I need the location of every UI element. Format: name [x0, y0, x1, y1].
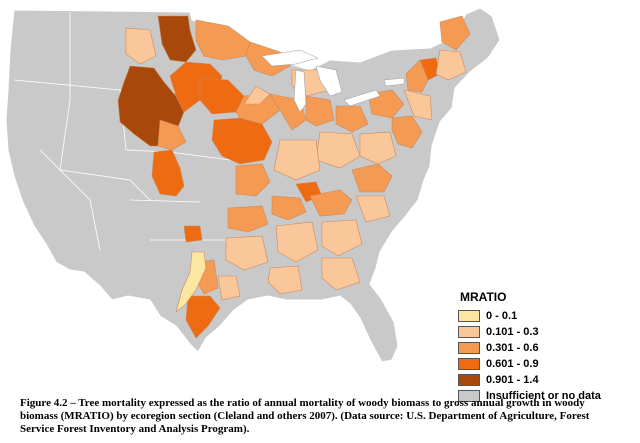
- legend-item: Insufficient or no data: [458, 388, 636, 403]
- section-light: [267, 265, 303, 295]
- section-medium: [227, 205, 269, 233]
- legend-swatch: [458, 325, 480, 338]
- section-light: [359, 131, 397, 165]
- figure-caption: Figure 4.2 – Tree mortality expressed as…: [20, 397, 590, 435]
- legend-swatch: [458, 309, 480, 322]
- section-pale: [175, 251, 207, 313]
- section-light: [275, 221, 319, 263]
- section-medium: [271, 195, 307, 221]
- section-medium: [157, 119, 187, 151]
- legend-swatch: [458, 341, 480, 354]
- lake-erie: [343, 89, 381, 107]
- section-orange: [185, 295, 221, 339]
- section-medium: [195, 19, 251, 61]
- legend-item: 0.901 - 1.4: [458, 372, 636, 387]
- state-line: [39, 149, 101, 251]
- legend-swatch: [458, 357, 480, 370]
- section-medium: [335, 105, 369, 133]
- legend-swatch: [458, 373, 480, 386]
- legend-label: 0 - 0.1: [486, 309, 518, 322]
- legend-label: 0.301 - 0.6: [486, 341, 539, 354]
- section-medium: [405, 59, 429, 93]
- section-light: [435, 49, 467, 81]
- section-orange: [183, 225, 203, 243]
- section-light: [273, 139, 321, 181]
- legend-title: MRATIO: [460, 290, 507, 304]
- section-light: [355, 195, 391, 223]
- section-dark: [157, 15, 197, 63]
- state-line: [59, 169, 151, 201]
- legend-item: 0.601 - 0.9: [458, 356, 636, 371]
- section-light: [403, 89, 433, 121]
- legend-item: 0 - 0.1: [458, 308, 636, 323]
- legend-label: Insufficient or no data: [486, 389, 601, 402]
- lake-michigan: [293, 69, 307, 113]
- section-light: [243, 85, 271, 105]
- legend: MRATIO 0 - 0.1 0.101 - 0.3 0.301 - 0.6 0…: [458, 290, 636, 404]
- ecoregion-map: [5, 7, 501, 363]
- section-orange: [151, 149, 185, 197]
- section-light: [217, 275, 241, 301]
- section-medium: [235, 163, 271, 197]
- legend-swatch: [458, 389, 480, 402]
- lake-superior: [261, 49, 319, 67]
- section-medium: [391, 115, 423, 149]
- section-medium: [305, 95, 335, 127]
- lake-huron: [315, 65, 343, 97]
- legend-label: 0.901 - 1.4: [486, 373, 539, 386]
- lake-ontario: [383, 77, 405, 87]
- legend-item: 0.101 - 0.3: [458, 324, 636, 339]
- legend-label: 0.601 - 0.9: [486, 357, 539, 370]
- legend-label: 0.101 - 0.3: [486, 325, 539, 338]
- section-medium: [309, 189, 353, 217]
- section-light: [321, 257, 361, 291]
- section-light: [125, 27, 157, 65]
- section-medium: [351, 163, 393, 193]
- state-line: [129, 199, 201, 203]
- state-line: [59, 12, 71, 171]
- section-light: [225, 235, 269, 271]
- map-area: [5, 7, 501, 363]
- section-light: [321, 219, 363, 257]
- section-medium: [439, 15, 471, 51]
- great-lakes: [261, 49, 405, 113]
- legend-item: 0.301 - 0.6: [458, 340, 636, 355]
